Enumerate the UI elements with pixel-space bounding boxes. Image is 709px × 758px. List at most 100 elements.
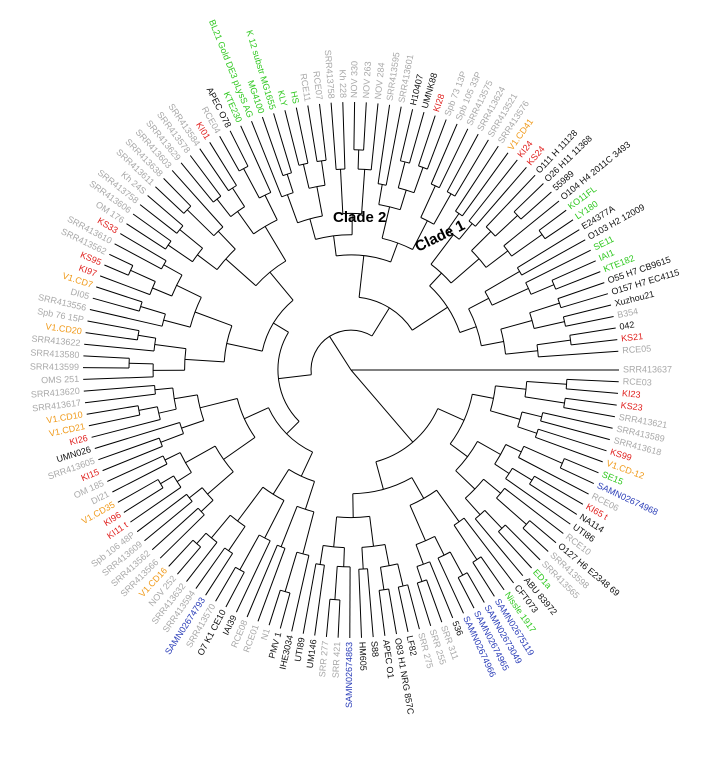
branch-segment	[384, 544, 390, 566]
branch-segment	[89, 309, 163, 327]
branch-segment	[147, 195, 184, 227]
branch-segment	[319, 103, 327, 161]
leaf-label: RCE07	[311, 70, 324, 100]
branch-segment	[286, 174, 294, 193]
branch-segment	[216, 198, 232, 217]
branch-segment	[560, 293, 609, 309]
branch-arc	[205, 532, 218, 543]
branch-segment	[83, 355, 130, 359]
branch-segment	[381, 206, 391, 239]
branch-segment	[453, 524, 478, 560]
branch-segment	[413, 167, 424, 193]
branch-segment	[284, 552, 298, 592]
branch-segment	[228, 526, 246, 551]
branch-segment	[521, 411, 542, 418]
branch-segment	[319, 545, 324, 565]
branch-segment	[257, 548, 286, 622]
branch-arc	[149, 281, 156, 295]
branch-segment	[302, 563, 317, 634]
leaf-label: NOV 284	[373, 62, 387, 100]
leaf-label: LF82	[405, 635, 419, 657]
branch-segment	[314, 565, 325, 636]
branch-segment	[199, 148, 229, 191]
branch-arc	[179, 452, 192, 473]
branch-segment	[223, 436, 256, 460]
leaf-label: APEC O1	[381, 639, 396, 679]
branch-segment	[551, 260, 596, 281]
branch-segment	[454, 139, 489, 197]
branch-segment	[138, 406, 158, 411]
branch-segment	[538, 428, 607, 452]
branch-segment	[244, 407, 269, 420]
branch-segment	[129, 362, 154, 365]
branch-segment	[126, 223, 166, 250]
branch-segment	[358, 255, 365, 298]
branch-segment	[98, 437, 160, 461]
leaf-label: SAMN02674863	[344, 642, 354, 708]
branch-segment	[483, 478, 501, 494]
branch-segment	[397, 161, 406, 189]
branch-segment	[168, 539, 194, 567]
branch-segment	[505, 478, 571, 525]
branch-segment	[438, 128, 469, 188]
branch-segment	[494, 463, 510, 474]
branch-segment	[176, 284, 202, 298]
branch-segment	[109, 253, 134, 266]
branch-segment	[243, 168, 260, 199]
leaf-label: SRR413620	[30, 386, 80, 400]
branch-segment	[83, 376, 154, 380]
branch-arc	[379, 588, 389, 591]
branch-segment	[505, 444, 522, 453]
branch-segment	[511, 234, 543, 257]
leaf-label: SRR 421	[331, 641, 343, 678]
branch-segment	[526, 381, 567, 385]
branch-segment	[92, 297, 140, 312]
branch-segment	[525, 249, 591, 284]
branch-segment	[333, 516, 338, 547]
branch-segment	[130, 269, 156, 282]
branch-segment	[536, 339, 571, 346]
branch-segment	[426, 119, 447, 170]
branch-segment	[504, 524, 541, 561]
branch-segment	[407, 584, 420, 630]
branch-segment	[429, 561, 454, 619]
branch-segment	[535, 436, 603, 463]
branch-segment	[538, 209, 567, 231]
branch-segment	[186, 209, 215, 237]
branch-segment	[490, 410, 521, 420]
branch-segment	[475, 166, 527, 227]
branch-segment	[520, 191, 552, 220]
leaf-label: RCE11	[298, 73, 312, 103]
branch-segment	[304, 481, 315, 510]
branch-segment	[215, 567, 236, 602]
branch-arc	[500, 328, 506, 355]
branch-segment	[434, 536, 445, 556]
branch-segment	[217, 230, 236, 250]
branch-arc	[358, 168, 372, 171]
branch-segment	[495, 385, 527, 390]
branch-segment	[361, 547, 364, 570]
branch-segment	[154, 387, 173, 391]
leaf-label: NOV 263	[361, 61, 373, 99]
branch-segment	[494, 215, 518, 237]
branch-segment	[104, 264, 129, 276]
branch-segment	[240, 125, 272, 193]
branch-segment	[164, 452, 181, 461]
branch-segment	[399, 189, 407, 210]
branch-segment	[566, 388, 619, 394]
branch-segment	[309, 218, 316, 240]
branch-segment	[225, 571, 245, 608]
branch-segment	[466, 572, 485, 603]
branch-arc	[559, 458, 565, 469]
leaf-label: HS	[289, 90, 301, 104]
branch-arc	[176, 225, 184, 234]
branch-segment	[307, 105, 318, 162]
branch-segment	[461, 152, 509, 217]
branch-segment	[87, 320, 140, 332]
leaf-labels: SRR413637RCE03KI23KS23SRR413621SRR413589…	[30, 18, 681, 716]
branch-arc	[472, 556, 482, 563]
branch-segment	[139, 204, 178, 234]
branch-segment	[176, 472, 192, 483]
branch-segment	[163, 178, 192, 207]
